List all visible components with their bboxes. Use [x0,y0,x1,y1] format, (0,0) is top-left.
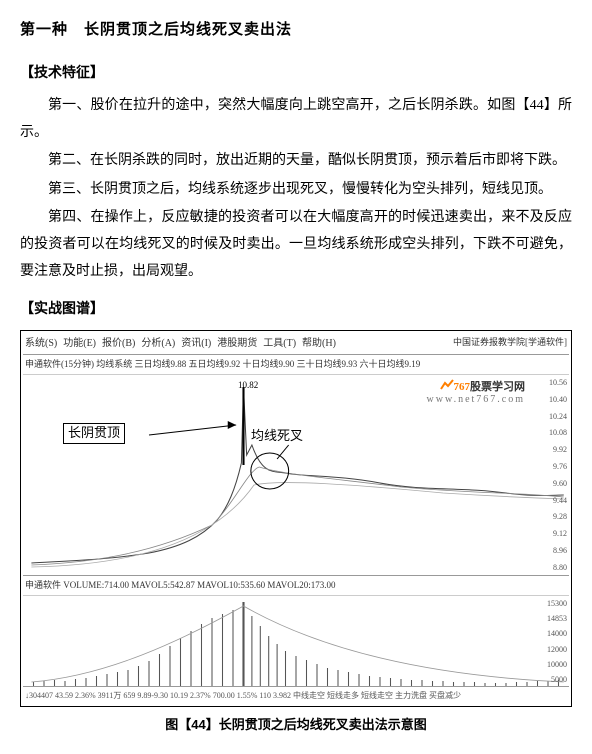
ytick: 15300 [537,596,567,611]
ytick: 12000 [537,642,567,657]
volume-y-axis: 15300 14853 14000 12000 10000 5000 [537,596,567,686]
menu-item[interactable]: 系统(S) [25,334,57,353]
toolbar-right-text: 中国证券报教学院[学通软件] [453,334,567,353]
volume-infoline: 申通软件 VOLUME:714.00 MAVOL5:542.87 MAVOL10… [23,576,569,596]
ytick: 9.76 [537,459,567,474]
volume-plot [23,596,569,686]
ytick: 8.96 [537,543,567,558]
ytick: 10.40 [537,392,567,407]
para-1: 第一、股价在拉升的途中，突然大幅度向上跳空高开，之后长阴杀跌。如图【44】所示。 [20,93,572,146]
price-plot [23,375,569,575]
menu-item[interactable]: 分析(A) [141,334,175,353]
chart-heading: 【实战图谱】 [20,295,572,322]
tech-features-heading: 【技术特征】 [20,59,572,86]
peak-label: 10.82 [238,377,258,394]
figure-caption: 图【44】长阴贯顶之后均线死叉卖出法示意图 [20,713,572,738]
ytick: 8.80 [537,560,567,575]
chart-infoline: 申通软件(15分钟) 均线系统 三日均线9.88 五日均线9.92 十日均线9.… [23,355,569,375]
menu-item[interactable]: 资讯(I) [181,334,211,353]
price-y-axis: 10.56 10.40 10.24 10.08 9.92 9.76 9.60 9… [537,375,567,575]
ytick: 14000 [537,626,567,641]
ytick: 10.24 [537,409,567,424]
annotation-changyin: 长阴贯顶 [63,423,125,444]
menu-item[interactable]: 报价(B) [102,334,135,353]
ytick: 10000 [537,657,567,672]
ytick: 14853 [537,611,567,626]
price-chart: 767股票学习网 www.net767.com 10.82 长阴贯顶 均线死叉 … [23,375,569,576]
menu-item[interactable]: 工具(T) [263,334,296,353]
para-4: 第四、在操作上，反应敏捷的投资者可以在大幅度高开的时候迅速卖出，来不及反应的投资… [20,205,572,285]
ytick: 9.60 [537,476,567,491]
ytick: 9.44 [537,493,567,508]
ytick: 5000 [537,672,567,687]
menu-item[interactable]: 功能(E) [63,334,96,353]
status-bar: ↓304407 43.59 2.36% 3911万 659 9.89-9.30 … [23,686,569,704]
ytick: 10.08 [537,425,567,440]
page-title: 第一种 长阴贯顶之后均线死叉卖出法 [20,16,572,45]
figure-44: 系统(S) 功能(E) 报价(B) 分析(A) 资讯(I) 港股期货 工具(T)… [20,330,572,707]
para-2: 第二、在长阴杀跌的同时，放出近期的天量，酷似长阴贯顶，预示着后市即将下跌。 [20,148,572,175]
menu-item[interactable]: 港股期货 [217,334,257,353]
ytick: 10.56 [537,375,567,390]
annotation-sicha: 均线死叉 [247,427,307,446]
chart-toolbar: 系统(S) 功能(E) 报价(B) 分析(A) 资讯(I) 港股期货 工具(T)… [23,333,569,355]
para-3: 第三、长阴贯顶之后，均线系统逐步出现死叉，慢慢转化为空头排列，短线见顶。 [20,177,572,204]
ytick: 9.28 [537,509,567,524]
menu-item[interactable]: 帮助(H) [302,334,336,353]
ytick: 9.12 [537,526,567,541]
volume-chart: 15300 14853 14000 12000 10000 5000 [23,596,569,686]
ytick: 9.92 [537,442,567,457]
